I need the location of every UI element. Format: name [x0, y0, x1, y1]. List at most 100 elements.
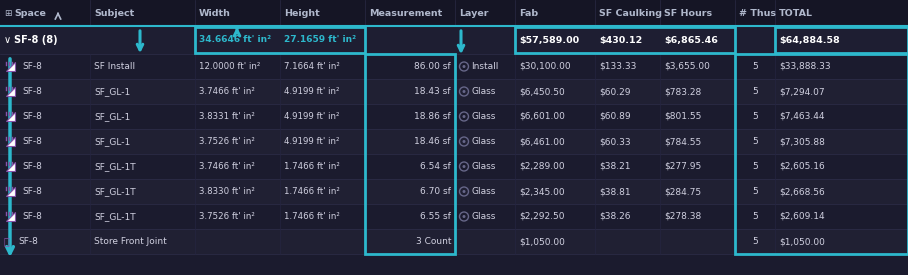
- Bar: [515, 27, 735, 53]
- Text: SF-8: SF-8: [22, 87, 42, 96]
- Text: SF_GL-1T: SF_GL-1T: [94, 212, 135, 221]
- Text: 3.8330 ft' in²: 3.8330 ft' in²: [199, 187, 255, 196]
- Text: 18.86 sf: 18.86 sf: [414, 112, 451, 121]
- Text: $7,463.44: $7,463.44: [779, 112, 824, 121]
- Text: $7,294.07: $7,294.07: [779, 87, 824, 96]
- Text: $33,888.33: $33,888.33: [779, 62, 831, 71]
- Circle shape: [462, 140, 466, 143]
- Text: $2,668.56: $2,668.56: [779, 187, 824, 196]
- Text: $38.26: $38.26: [599, 212, 630, 221]
- Bar: [0, 79, 908, 104]
- Text: Glass: Glass: [471, 187, 496, 196]
- Text: ⌗: ⌗: [4, 236, 10, 246]
- Text: $801.55: $801.55: [664, 112, 701, 121]
- Text: 3.7526 ft' in²: 3.7526 ft' in²: [199, 212, 255, 221]
- Text: 1.7466 ft' in²: 1.7466 ft' in²: [284, 187, 340, 196]
- Text: $60.89: $60.89: [599, 112, 631, 121]
- Text: 5: 5: [752, 87, 758, 96]
- Bar: [0, 0, 908, 26]
- Text: Space: Space: [14, 9, 46, 18]
- Text: Glass: Glass: [471, 137, 496, 146]
- Polygon shape: [6, 62, 15, 71]
- Text: 3 Count: 3 Count: [416, 237, 451, 246]
- Text: SF_GL-1: SF_GL-1: [94, 87, 130, 96]
- Text: Glass: Glass: [471, 162, 496, 171]
- Text: $60.29: $60.29: [599, 87, 630, 96]
- Text: $430.12: $430.12: [599, 35, 642, 45]
- Polygon shape: [6, 87, 15, 96]
- Text: 5: 5: [752, 162, 758, 171]
- Text: 34.6646 ft' in²: 34.6646 ft' in²: [199, 35, 271, 45]
- Polygon shape: [6, 137, 15, 146]
- Text: $7,305.88: $7,305.88: [779, 137, 824, 146]
- Text: SF Caulking: SF Caulking: [599, 9, 662, 18]
- Text: $1,050.00: $1,050.00: [519, 237, 565, 246]
- Text: 18.46 sf: 18.46 sf: [414, 137, 451, 146]
- Text: SF-8 (8): SF-8 (8): [14, 35, 57, 45]
- Text: Glass: Glass: [471, 212, 496, 221]
- Text: Subject: Subject: [94, 9, 134, 18]
- Text: SF_GL-1: SF_GL-1: [94, 137, 130, 146]
- Text: 27.1659 ft' in²: 27.1659 ft' in²: [284, 35, 356, 45]
- Text: SF-8: SF-8: [22, 62, 42, 71]
- Text: 6.54 sf: 6.54 sf: [420, 162, 451, 171]
- Text: $277.95: $277.95: [664, 162, 701, 171]
- Text: 3.8331 ft' in²: 3.8331 ft' in²: [199, 112, 255, 121]
- Text: $6,450.50: $6,450.50: [519, 87, 565, 96]
- Text: $3,655.00: $3,655.00: [664, 62, 710, 71]
- Text: 5: 5: [752, 62, 758, 71]
- Text: Fab: Fab: [519, 9, 538, 18]
- Text: $60.33: $60.33: [599, 137, 631, 146]
- Bar: [195, 27, 365, 53]
- Polygon shape: [6, 187, 15, 196]
- Text: ∨: ∨: [4, 35, 11, 45]
- Text: 86.00 sf: 86.00 sf: [414, 62, 451, 71]
- Text: 12.0000 ft' in²: 12.0000 ft' in²: [199, 62, 261, 71]
- Bar: [0, 179, 908, 204]
- Text: # Thus: # Thus: [739, 9, 776, 18]
- Text: 5: 5: [752, 237, 758, 246]
- Text: 5: 5: [752, 212, 758, 221]
- Text: $64,884.58: $64,884.58: [779, 35, 840, 45]
- Text: $2,605.16: $2,605.16: [779, 162, 824, 171]
- Bar: [365, 54, 455, 254]
- Text: SF-8: SF-8: [22, 137, 42, 146]
- Bar: [0, 104, 908, 129]
- Text: Measurement: Measurement: [369, 9, 442, 18]
- Text: 5: 5: [752, 137, 758, 146]
- Text: Width: Width: [199, 9, 231, 18]
- Text: $2,289.00: $2,289.00: [519, 162, 565, 171]
- Text: ⊞: ⊞: [4, 9, 12, 18]
- Text: SF-8: SF-8: [18, 237, 38, 246]
- Circle shape: [462, 165, 466, 168]
- Bar: [735, 54, 908, 254]
- Circle shape: [462, 65, 466, 68]
- Text: 18.43 sf: 18.43 sf: [414, 87, 451, 96]
- Text: $2,609.14: $2,609.14: [779, 212, 824, 221]
- Text: $284.75: $284.75: [664, 187, 701, 196]
- Text: $6,601.00: $6,601.00: [519, 112, 565, 121]
- Text: SF Hours: SF Hours: [664, 9, 712, 18]
- Circle shape: [462, 115, 466, 118]
- Bar: [775, 27, 908, 53]
- Text: 5: 5: [752, 112, 758, 121]
- Text: 4.9199 ft' in²: 4.9199 ft' in²: [284, 112, 340, 121]
- Text: $57,589.00: $57,589.00: [519, 35, 579, 45]
- Bar: [0, 204, 908, 229]
- Text: SF-8: SF-8: [22, 112, 42, 121]
- Bar: [0, 154, 908, 179]
- Text: SF_GL-1: SF_GL-1: [94, 112, 130, 121]
- Text: $38.81: $38.81: [599, 187, 631, 196]
- Text: Store Front Joint: Store Front Joint: [94, 237, 167, 246]
- Text: TOTAL: TOTAL: [779, 9, 813, 18]
- Bar: [0, 26, 908, 54]
- Text: SF-8: SF-8: [22, 212, 42, 221]
- Bar: [0, 54, 908, 79]
- Text: 3.7466 ft' in²: 3.7466 ft' in²: [199, 162, 255, 171]
- Polygon shape: [6, 212, 15, 221]
- Text: $2,345.00: $2,345.00: [519, 187, 565, 196]
- Text: 5: 5: [752, 187, 758, 196]
- Circle shape: [462, 90, 466, 93]
- Text: $30,100.00: $30,100.00: [519, 62, 570, 71]
- Text: $6,865.46: $6,865.46: [664, 35, 718, 45]
